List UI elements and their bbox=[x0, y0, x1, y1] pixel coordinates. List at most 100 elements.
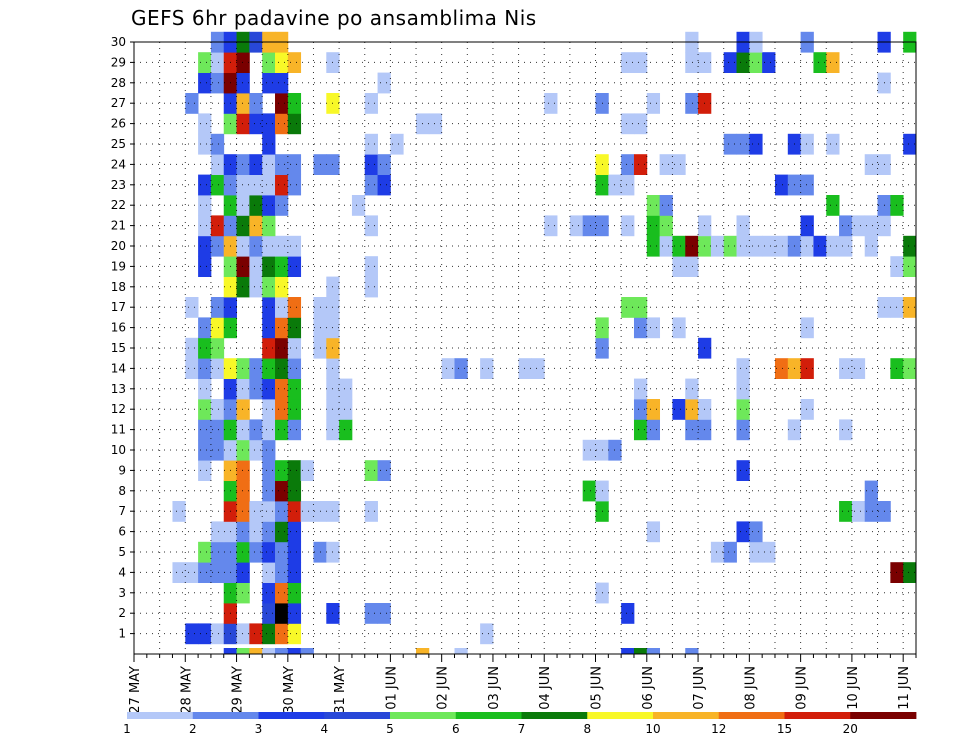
heatmap-cell bbox=[377, 174, 391, 196]
heatmap-cell bbox=[364, 276, 378, 298]
heatmap-cell bbox=[249, 623, 263, 645]
y-tick-label: 29 bbox=[111, 55, 126, 69]
heatmap-cell bbox=[275, 276, 289, 298]
colorbar: 1 2 3 4 5 6 7 8 10 12 15 20 bbox=[123, 712, 917, 736]
heatmap-cell bbox=[198, 337, 212, 359]
heatmap-cell bbox=[339, 378, 353, 400]
colorbar-label: 15 bbox=[777, 722, 792, 736]
colorbar-swatch bbox=[127, 712, 194, 719]
y-tick-label: 20 bbox=[111, 239, 126, 253]
heatmap-cell bbox=[249, 648, 263, 655]
heatmap-cell bbox=[736, 235, 750, 257]
heatmap-cell bbox=[646, 419, 661, 441]
heatmap-cell bbox=[287, 256, 302, 277]
heatmap-cell bbox=[339, 399, 353, 420]
x-tick-label: 05 JUN bbox=[590, 666, 605, 710]
heatmap-cell bbox=[633, 154, 648, 175]
heatmap-cell bbox=[364, 501, 378, 522]
heatmap-cell bbox=[236, 378, 250, 400]
heatmap-cell bbox=[903, 133, 917, 155]
heatmap-cell bbox=[210, 521, 225, 543]
heatmap-cell bbox=[685, 419, 699, 441]
heatmap-cell bbox=[736, 521, 750, 543]
heatmap-cell bbox=[287, 562, 302, 583]
heatmap-cell bbox=[210, 174, 225, 196]
heatmap-cell bbox=[633, 52, 648, 73]
heatmap-cell bbox=[210, 235, 225, 257]
heatmap-cell bbox=[287, 52, 302, 73]
colorbar-swatch bbox=[390, 712, 457, 719]
heatmap-cell bbox=[210, 439, 225, 461]
heatmap-cell bbox=[582, 480, 596, 502]
heatmap-cell bbox=[275, 419, 289, 441]
colorbar-label: 20 bbox=[843, 722, 858, 736]
heatmap-cell bbox=[800, 174, 814, 196]
heatmap-cell bbox=[275, 154, 289, 175]
heatmap-cell bbox=[210, 154, 225, 175]
heatmap-cell bbox=[287, 317, 302, 339]
heatmap-cell bbox=[236, 521, 250, 543]
y-tick-label: 5 bbox=[118, 545, 126, 559]
heatmap-cell bbox=[287, 297, 302, 318]
y-tick-label: 23 bbox=[111, 178, 126, 192]
y-tick-label: 9 bbox=[118, 463, 126, 477]
y-tick-label: 11 bbox=[111, 423, 126, 437]
heatmap-cell bbox=[198, 256, 212, 277]
heatmap-cell bbox=[646, 648, 661, 655]
x-tick-label: 07 JUN bbox=[692, 666, 707, 710]
heatmap-cell bbox=[633, 317, 648, 339]
heatmap-cell bbox=[275, 562, 289, 583]
heatmap-cell bbox=[249, 93, 263, 114]
heatmap-cell bbox=[646, 93, 661, 114]
colorbar-swatch bbox=[258, 712, 325, 719]
x-tick-label: 08 JUN bbox=[743, 666, 758, 710]
heatmap-cell bbox=[300, 501, 314, 522]
y-tick-label: 1 bbox=[118, 627, 126, 641]
heatmap-cell bbox=[236, 113, 250, 135]
heatmap-cell bbox=[454, 358, 468, 379]
heatmap-cell bbox=[210, 72, 225, 94]
colorbar-swatch bbox=[718, 712, 785, 719]
colorbar-label: 1 bbox=[123, 722, 131, 736]
heatmap-cell bbox=[249, 195, 263, 216]
heatmap-cell bbox=[275, 358, 289, 379]
heatmap-cell bbox=[262, 297, 276, 318]
heatmap-cell bbox=[723, 235, 737, 257]
y-tick-label: 19 bbox=[111, 259, 126, 273]
heatmap-cell bbox=[839, 358, 853, 379]
heatmap-cell bbox=[275, 52, 289, 73]
heatmap-cell bbox=[262, 317, 276, 339]
heatmap-cell bbox=[454, 648, 468, 655]
heatmap-cell bbox=[198, 52, 212, 73]
heatmap-cell bbox=[646, 195, 661, 216]
heatmap-cell bbox=[749, 521, 763, 543]
heatmap-cell bbox=[300, 648, 314, 655]
colorbar-label: 2 bbox=[189, 722, 197, 736]
colorbar-swatch bbox=[587, 712, 654, 719]
x-tick-label: 06 JUN bbox=[641, 666, 656, 710]
x-tick-label: 29 MAY bbox=[231, 666, 246, 714]
y-tick-label: 28 bbox=[111, 76, 126, 90]
heatmap-cell bbox=[198, 72, 212, 94]
heatmap-cell bbox=[903, 256, 917, 277]
colorbar-swatch bbox=[850, 712, 917, 719]
heatmap-cell bbox=[903, 297, 917, 318]
heatmap-cell bbox=[685, 399, 699, 420]
heatmap-cell bbox=[800, 317, 814, 339]
heatmap-cell bbox=[531, 358, 545, 379]
heatmap-cell bbox=[198, 399, 212, 420]
heatmap-cell bbox=[262, 378, 276, 400]
heatmap-cell bbox=[633, 419, 648, 441]
heatmap-cell bbox=[826, 52, 840, 73]
heatmap-cell bbox=[249, 256, 263, 277]
heatmap-cell bbox=[351, 195, 366, 216]
heatmap-cell bbox=[851, 501, 866, 522]
heatmap-cell bbox=[236, 562, 250, 583]
heatmap-cell bbox=[198, 378, 212, 400]
heatmap-cell bbox=[633, 648, 648, 655]
heatmap-cell bbox=[236, 72, 250, 94]
x-tick-label: 28 MAY bbox=[179, 666, 194, 714]
colorbar-label: 7 bbox=[518, 722, 526, 736]
heatmap-cell bbox=[364, 93, 378, 114]
